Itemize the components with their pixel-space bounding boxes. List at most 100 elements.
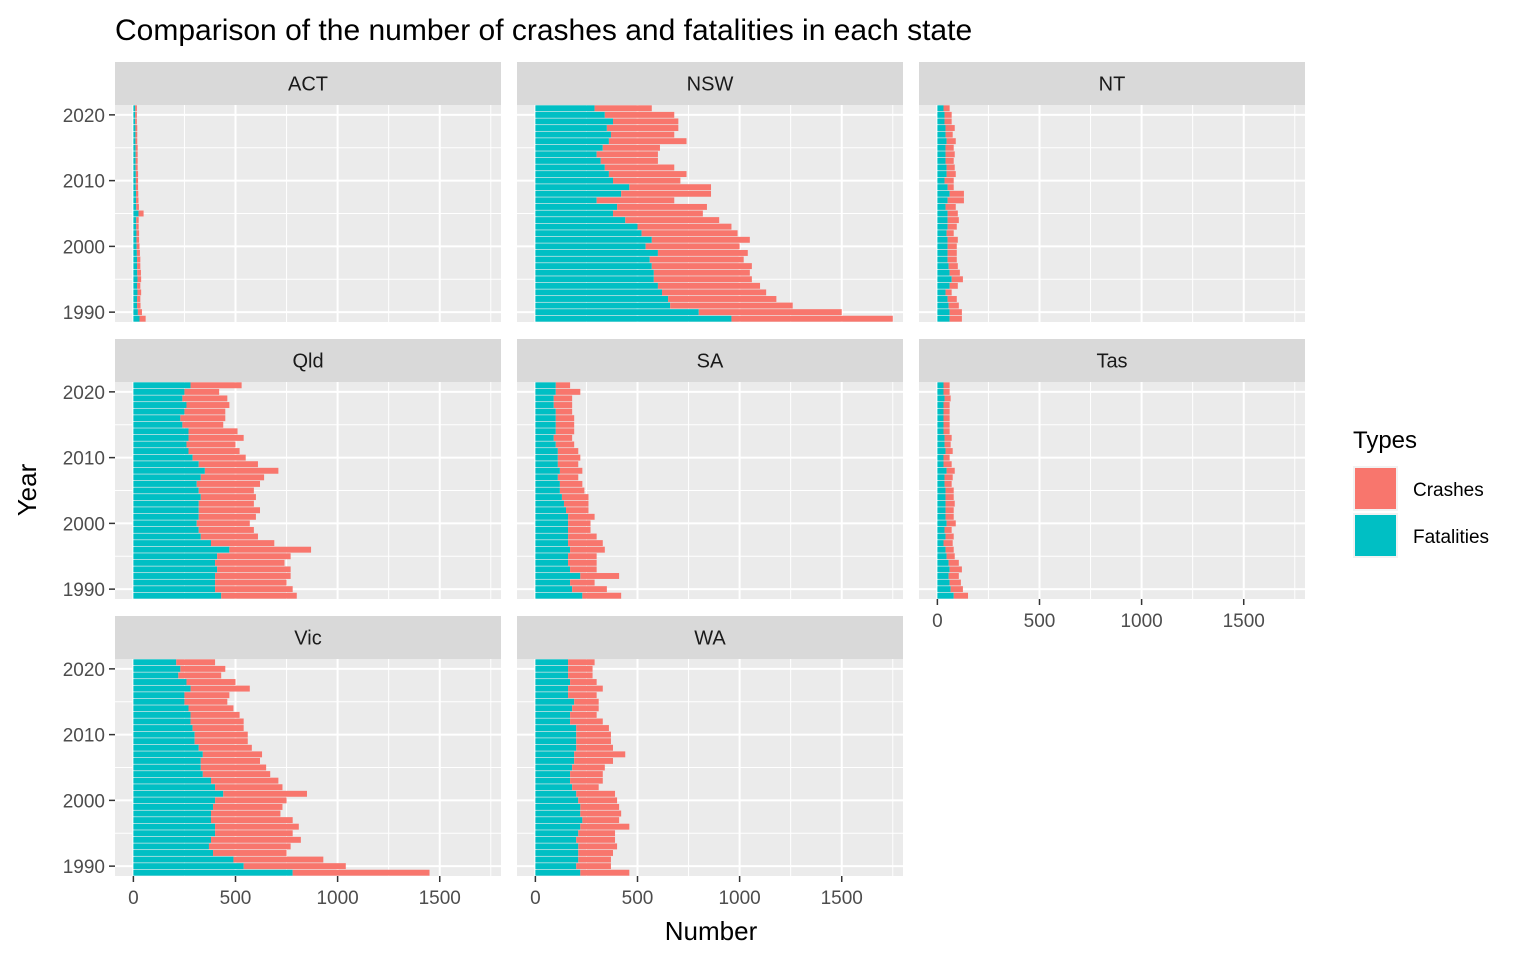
- bar-fatalities: [133, 738, 195, 745]
- bar-crashes: [606, 125, 679, 131]
- strip-sa: [517, 339, 903, 382]
- bar-fatalities: [937, 210, 948, 217]
- bar-fatalities: [937, 441, 945, 448]
- panel-vic: Vic 1990 2000 2010 2020 0 500 1000 1500: [63, 616, 501, 909]
- bar-fatalities: [133, 289, 138, 296]
- bar-fatalities: [535, 672, 569, 679]
- bar-fatalities: [535, 869, 581, 876]
- bar-crashes: [190, 718, 244, 725]
- bar-fatalities: [133, 190, 137, 197]
- bar-crashes: [596, 197, 675, 204]
- bar-crashes: [139, 315, 146, 322]
- bar-fatalities: [133, 276, 138, 283]
- bar-crashes: [557, 448, 579, 455]
- bar-crashes: [198, 526, 254, 533]
- x-tick-label: 500: [622, 888, 654, 909]
- bar-crashes: [136, 190, 139, 197]
- bar-crashes: [188, 428, 238, 435]
- panels-layer: ACT 1990 2000 2010 2020 NSW NT Qld 1990 2000 2010 2…: [63, 62, 1305, 909]
- bar-fatalities: [535, 296, 669, 302]
- bar-crashes: [557, 474, 579, 481]
- bar-fatalities: [133, 131, 136, 138]
- bar-fatalities: [535, 830, 579, 837]
- strip-vic: [115, 616, 501, 659]
- bar-crashes: [621, 190, 712, 197]
- bar-crashes: [568, 513, 595, 520]
- bar-fatalities: [535, 249, 658, 256]
- x-tick-label: 500: [220, 888, 252, 909]
- bar-fatalities: [937, 579, 950, 586]
- bar-fatalities: [535, 230, 642, 237]
- bar-crashes: [576, 836, 616, 843]
- y-tick-label: 2020: [63, 660, 105, 681]
- bar-fatalities: [535, 203, 618, 210]
- panel-sa: SA: [517, 339, 903, 599]
- bar-crashes: [944, 395, 951, 402]
- bar-crashes: [612, 177, 681, 184]
- bar-fatalities: [133, 415, 181, 422]
- bar-fatalities: [133, 296, 138, 302]
- legend-title: Types: [1353, 427, 1417, 454]
- bar-crashes: [568, 672, 593, 679]
- bar-fatalities: [937, 315, 950, 322]
- bar-fatalities: [535, 790, 577, 797]
- bar-crashes: [200, 494, 256, 501]
- bar-crashes: [213, 803, 283, 810]
- bar-fatalities: [133, 382, 191, 389]
- bar-crashes: [135, 105, 137, 112]
- bar-crashes: [948, 559, 959, 566]
- bar-crashes: [576, 744, 613, 751]
- bar-fatalities: [535, 810, 581, 817]
- bar-fatalities: [937, 171, 947, 178]
- bar-crashes: [578, 830, 616, 837]
- bar-crashes: [576, 738, 611, 745]
- bar-crashes: [180, 415, 226, 422]
- bar-fatalities: [937, 474, 945, 481]
- bar-crashes: [943, 402, 950, 408]
- x-tick-label: 1000: [718, 888, 760, 909]
- y-tick-label: 1990: [63, 580, 105, 601]
- strip-label-nsw: NSW: [687, 74, 734, 96]
- bar-fatalities: [937, 408, 944, 415]
- bar-crashes: [731, 315, 893, 322]
- bar-crashes: [946, 520, 956, 527]
- bar-crashes: [194, 731, 248, 738]
- bar-crashes: [186, 679, 236, 685]
- bar-fatalities: [937, 105, 944, 112]
- bar-fatalities: [535, 111, 605, 118]
- bar-crashes: [570, 579, 595, 586]
- bar-fatalities: [535, 144, 603, 151]
- bar-crashes: [947, 223, 957, 230]
- bar-crashes: [945, 507, 954, 514]
- bar-fatalities: [937, 586, 951, 593]
- bar-crashes: [612, 210, 703, 217]
- bar-fatalities: [535, 402, 554, 408]
- bar-crashes: [576, 725, 609, 732]
- bar-crashes: [625, 217, 720, 224]
- bar-fatalities: [535, 474, 558, 481]
- bar-fatalities: [937, 434, 945, 441]
- bar-crashes: [602, 144, 660, 151]
- bar-fatalities: [535, 415, 556, 422]
- bar-crashes: [951, 276, 963, 283]
- bar-crashes: [944, 474, 953, 481]
- bar-fatalities: [133, 692, 185, 699]
- x-tick-label: 1000: [316, 888, 358, 909]
- bar-crashes: [135, 125, 138, 131]
- bar-crashes: [184, 692, 230, 699]
- bar-crashes: [637, 223, 732, 230]
- bar-crashes: [610, 131, 675, 138]
- bar-fatalities: [937, 454, 944, 461]
- y-tick-label: 2000: [63, 237, 105, 258]
- bar-crashes: [188, 434, 244, 441]
- bar-fatalities: [937, 540, 944, 547]
- bar-fatalities: [133, 863, 244, 870]
- bar-crashes: [600, 157, 658, 164]
- bar-crashes: [215, 586, 293, 593]
- bar-fatalities: [133, 533, 201, 540]
- bar-crashes: [947, 243, 957, 250]
- bar-fatalities: [133, 210, 139, 217]
- bar-fatalities: [133, 480, 197, 487]
- bar-fatalities: [133, 243, 137, 250]
- bar-fatalities: [535, 408, 556, 415]
